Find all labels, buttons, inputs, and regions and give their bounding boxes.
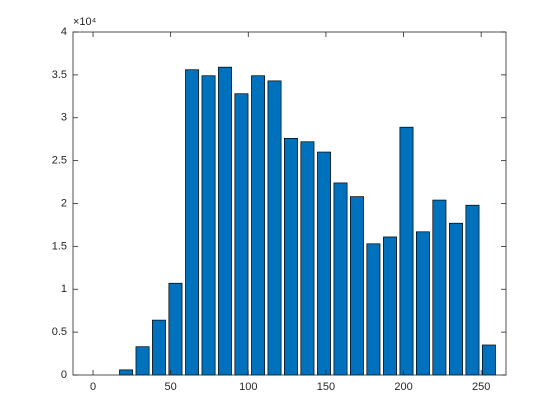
bar	[350, 196, 364, 376]
bar	[333, 182, 348, 376]
bar	[119, 369, 134, 376]
y-tick-label: 3	[61, 112, 67, 124]
bar	[465, 204, 480, 376]
bar	[399, 126, 414, 376]
y-tick-label: 1	[61, 283, 67, 295]
bar	[152, 319, 166, 376]
y-tick-label: 0	[61, 369, 67, 381]
bar	[185, 69, 200, 376]
x-tick-label: 250	[472, 381, 490, 393]
bar	[449, 222, 463, 376]
x-tick-label: 100	[239, 381, 257, 393]
bar	[168, 282, 183, 376]
bar	[300, 141, 315, 376]
bar	[135, 346, 150, 376]
y-exponent-label: ×10⁴	[73, 16, 97, 28]
y-tick-label: 2	[61, 197, 67, 209]
y-tick-label: 1.5	[52, 240, 67, 252]
bar	[234, 93, 249, 376]
bar	[366, 243, 381, 376]
bar	[267, 80, 282, 376]
y-tick-label: 0.5	[52, 326, 67, 338]
bar	[284, 137, 298, 376]
x-tick-label: 50	[165, 381, 177, 393]
x-tick-label: 150	[317, 381, 335, 393]
y-tick-label: 4	[61, 26, 67, 38]
bar	[432, 199, 447, 376]
x-tick-label: 200	[394, 381, 412, 393]
y-tick-label: 3.5	[52, 69, 67, 81]
bar	[481, 344, 496, 376]
bar	[201, 75, 216, 376]
bar	[218, 66, 232, 376]
bar	[317, 151, 331, 376]
y-tick-label: 2.5	[52, 155, 67, 167]
bar	[415, 231, 430, 376]
x-tick-label: 0	[90, 381, 96, 393]
bar	[251, 75, 266, 376]
bar	[383, 236, 397, 376]
